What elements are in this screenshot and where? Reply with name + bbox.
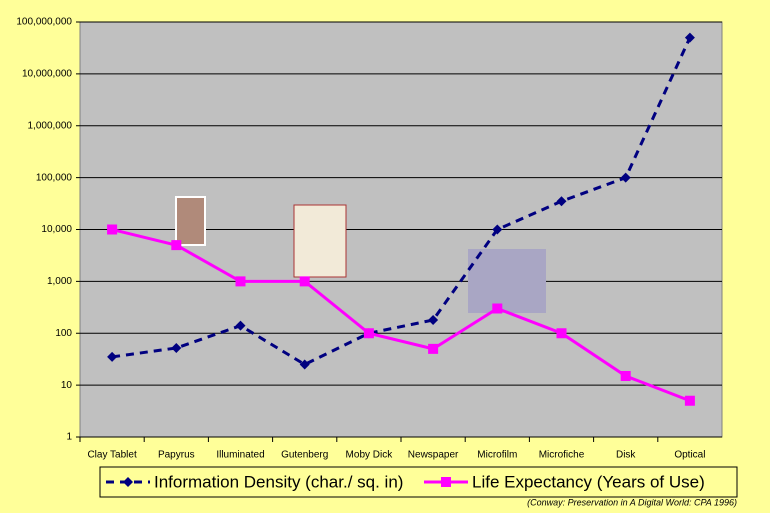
- square-marker: [363, 328, 374, 339]
- x-tick-label: Gutenberg: [281, 450, 328, 461]
- y-tick-label: 1,000,000: [28, 120, 73, 131]
- x-tick-label: Newspaper: [408, 450, 459, 461]
- y-tick-label: 100: [55, 328, 72, 339]
- square-marker: [556, 328, 567, 339]
- papyrus-image: [175, 196, 206, 246]
- diamond-marker: [620, 172, 631, 183]
- diamond-marker: [428, 315, 439, 326]
- square-marker: [235, 276, 246, 287]
- legend-box: [99, 466, 738, 498]
- gutenberg-image: [293, 204, 347, 278]
- x-tick-label: Moby Dick: [346, 450, 394, 461]
- diamond-marker: [171, 342, 182, 353]
- x-tick-label: Microfilm: [477, 450, 517, 461]
- microfilm-image: [468, 249, 546, 313]
- x-tick-label: Disk: [616, 450, 636, 461]
- series-line: [111, 228, 691, 403]
- square-marker: [492, 303, 503, 314]
- square-marker: [428, 343, 439, 354]
- y-tick-label: 1: [66, 432, 72, 443]
- square-marker: [107, 224, 118, 235]
- square-marker: [620, 370, 631, 381]
- legend-label: Information Density (char./ sq. in): [154, 472, 403, 491]
- diamond-marker: [299, 359, 310, 370]
- x-tick-label: Papyrus: [158, 450, 195, 461]
- x-tick-label: Optical: [674, 450, 705, 461]
- y-tick-label: 10,000: [41, 224, 72, 235]
- square-marker: [684, 395, 695, 406]
- square-marker: [299, 276, 310, 287]
- x-tick-label: Illuminated: [216, 450, 264, 461]
- y-tick-label: 100,000: [36, 172, 73, 183]
- x-tick-label: Clay Tablet: [87, 450, 137, 461]
- y-tick-label: 10,000,000: [22, 69, 72, 80]
- diamond-marker: [235, 320, 246, 331]
- y-tick-label: 10: [61, 380, 73, 391]
- diamond-marker: [107, 351, 118, 362]
- square-marker: [441, 477, 451, 487]
- diamond-marker: [123, 477, 133, 487]
- source-note: (Conway: Preservation in A Digital World…: [527, 497, 737, 507]
- series-line: [111, 36, 692, 367]
- x-tick-label: Microfiche: [539, 450, 585, 461]
- diamond-marker: [684, 32, 695, 43]
- legend-label: Life Expectancy (Years of Use): [472, 472, 705, 491]
- y-tick-label: 100,000,000: [16, 17, 72, 28]
- diamond-marker: [556, 196, 567, 207]
- y-tick-label: 1,000: [47, 276, 72, 287]
- diamond-marker: [492, 224, 503, 235]
- square-marker: [171, 240, 182, 251]
